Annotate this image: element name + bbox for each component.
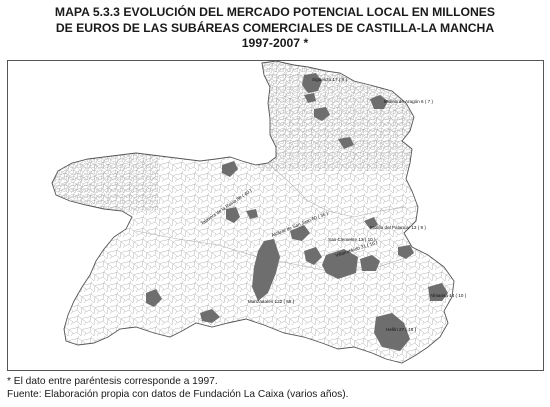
subarea-alcazar-west (304, 247, 322, 265)
subarea-alcazar (322, 249, 358, 279)
label-motilla: Motilla del Palancar 13 ( 9 ) (370, 225, 426, 230)
subarea-toledo-west (226, 207, 240, 223)
subarea-azuqueca (338, 137, 354, 149)
label-manzanares: Manzanares 122 ( 68 ) (248, 299, 295, 304)
label-san-clemente: San Clemente 13 ( 10 ) (328, 237, 376, 242)
subarea-villarrobledo (360, 255, 380, 271)
subarea-siguenza (302, 73, 322, 93)
castilla-la-mancha-map: Sigüenza 17 ( 9 ) Molina de Aragón 6 ( 7… (51, 61, 467, 364)
source-note: Fuente: Elaboración propia con datos de … (7, 388, 349, 400)
subarea-almansa (428, 283, 448, 301)
notes: * El dato entre paréntesis corresponde a… (7, 376, 349, 401)
map-frame: Sigüenza 17 ( 9 ) Molina de Aragón 6 ( 7… (7, 60, 544, 371)
highlighted-subareas (146, 73, 448, 351)
title-line-3: 1997-2007 * (241, 36, 309, 50)
subarea-mora (290, 225, 310, 241)
subarea-guadalajara (314, 107, 330, 121)
label-hellin: Hellín 27 ( 18 ) (386, 327, 417, 332)
footnote: * El dato entre paréntesis corresponde a… (7, 376, 218, 387)
subarea-hellin (374, 313, 410, 351)
subarea-manzanares (252, 239, 280, 301)
subarea-toledo (246, 209, 258, 219)
subarea-illescas (222, 161, 238, 177)
title-line-1: MAPA 5.3.3 EVOLUCIÓN DEL MERCADO POTENCI… (54, 5, 496, 19)
municipal-borders (52, 61, 454, 363)
label-siguenza: Sigüenza 17 ( 9 ) (312, 77, 347, 82)
label-molina: Molina de Aragón 6 ( 7 ) (384, 99, 433, 104)
subarea-valdepenas (200, 309, 220, 323)
title-line-2: DE EUROS DE LAS SUBÁREAS COMERCIALES DE … (55, 20, 495, 35)
subarea-cuenca (364, 217, 378, 229)
subarea-motilla (398, 245, 414, 259)
subarea-almaden (146, 289, 162, 307)
label-almansa: Almansa 14 ( 10 ) (430, 293, 467, 298)
subarea-north-small (304, 93, 316, 103)
subarea-molina (370, 95, 388, 109)
map-title: MAPA 5.3.3 EVOLUCIÓN DEL MERCADO POTENCI… (0, 5, 550, 52)
